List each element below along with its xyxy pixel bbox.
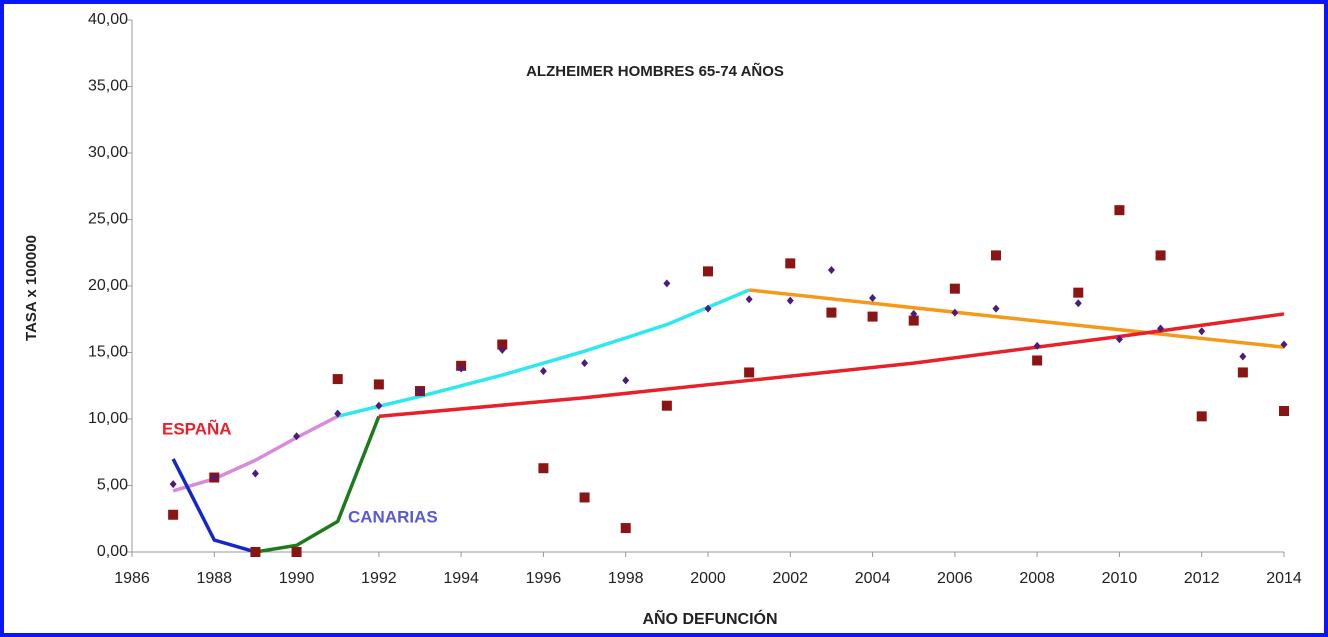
x-tick-label: 2006 [937,570,973,587]
diamond-point [992,304,1000,313]
square-point [1279,406,1289,417]
square-point [538,463,549,474]
x-tick-label: 2000 [690,570,726,587]
y-tick-label: 30,00 [88,144,128,161]
diamond-point [210,473,218,482]
square-point [1114,205,1125,216]
trend-line [378,312,1285,419]
x-axis-label: AÑO DEFUNCIÓN [642,608,777,628]
square-point [1237,367,1248,378]
square-point [291,547,302,557]
diamond-point [704,304,712,313]
square-point [949,283,960,294]
y-tick-label: 20,00 [88,277,128,294]
square-point [661,400,672,411]
diamond-point [1239,352,1247,361]
y-tick-label: 10,00 [88,410,128,427]
square-point [991,250,1001,261]
x-tick-label: 2008 [1019,570,1055,587]
diamond-point [416,387,424,396]
square-point [1196,411,1207,422]
diamond-point [539,367,547,376]
diamond-point [951,308,959,317]
square-point [785,258,796,269]
annotation: CANARIAS [348,507,438,526]
trend-line [172,414,339,493]
square-point [1155,250,1166,261]
x-tick-label: 2010 [1102,570,1138,587]
y-tick-label: 40,00 [88,11,128,28]
y-axis-label: TASA x 100000 [23,235,40,341]
square-point [744,367,755,378]
x-tick-label: 1994 [443,570,479,587]
diamond-point [293,432,301,441]
trend-line [255,415,381,554]
x-tick-label: 1998 [608,570,644,587]
diamond-point [169,480,177,489]
annotation: ESPAÑA [162,418,232,438]
square-point [332,374,343,385]
diamond-point [1157,324,1165,333]
square-point [826,307,837,318]
diamond-point [1033,341,1041,350]
diamond-point [663,279,671,288]
x-tick-label: 1990 [279,570,315,587]
square-point [908,315,919,326]
diamond-point [581,359,589,368]
square-point [579,492,590,503]
diamond-point [745,295,753,304]
diamond-point [1198,327,1206,336]
diamond-point [457,364,465,373]
square-point [867,311,878,322]
square-point [1032,355,1043,366]
x-tick-label: 2004 [855,570,891,587]
diamond-point [1115,335,1123,344]
y-tick-label: 5,00 [97,477,128,494]
diamond-point [375,401,383,410]
trend-line [748,288,1285,349]
diamond-point [910,309,918,318]
y-tick-label: 35,00 [88,78,128,95]
square-point [168,509,179,520]
x-tick-label: 1996 [526,570,562,587]
diamond-point [251,469,259,478]
square-point [620,523,631,534]
x-tick-label: 2014 [1266,570,1302,587]
square-point [497,339,508,350]
square-point [703,266,713,277]
diamond-point [622,376,630,385]
trend-line [337,288,750,419]
diamond-point [334,409,342,418]
trend-line [171,458,256,554]
x-tick-label: 2002 [772,570,808,587]
square-point [1073,287,1084,298]
diamond-point [498,345,506,354]
diamond-point [786,296,794,305]
y-tick-label: 25,00 [88,211,128,228]
diamond-point [827,266,835,275]
square-point [250,547,261,557]
diamond-point [1074,299,1082,308]
diamond-point [869,293,877,302]
x-tick-label: 1988 [196,570,232,587]
diamond-point [1280,340,1288,349]
x-tick-label: 1986 [114,570,150,587]
square-point [373,379,384,390]
x-tick-label: 1992 [361,570,397,587]
y-tick-label: 0,00 [97,543,128,560]
y-tick-label: 15,00 [88,344,128,361]
x-tick-label: 2012 [1184,570,1220,587]
chart-title: ALZHEIMER HOMBRES 65-74 AÑOS [526,62,784,80]
